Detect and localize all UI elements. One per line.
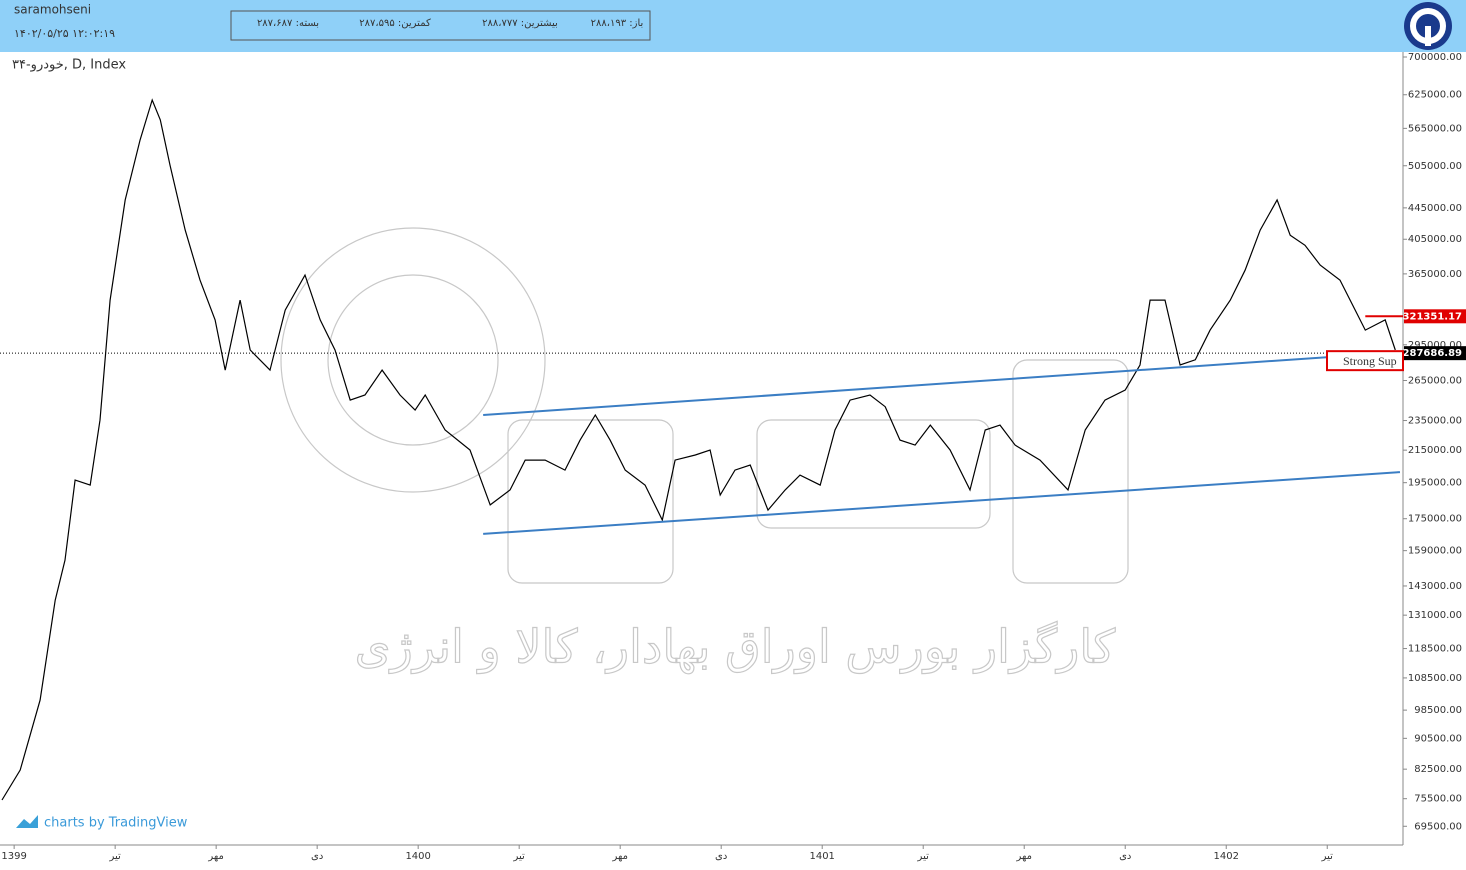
trend-line (483, 351, 1401, 417)
y-tick-label: 700000.00 (1408, 52, 1462, 63)
x-tick-label: 1402 (1214, 851, 1239, 862)
datetime: ۱۴۰۲/۰۵/۲۵ ۱۲:۰۲:۱۹ (14, 27, 115, 40)
y-tick-label: 82500.00 (1414, 764, 1462, 775)
x-tick-label: 1400 (405, 851, 430, 862)
y-tick-label: 265000.00 (1408, 376, 1462, 387)
y-tick-label: 405000.00 (1408, 234, 1462, 245)
quote-high: بیشترین: ۲۸۸،۷۷۷ (482, 18, 558, 29)
quote-box (230, 10, 651, 41)
y-tick-label: 131000.00 (1408, 610, 1462, 621)
x-tick-label: تیر (108, 851, 121, 862)
x-tick-label: 1399 (1, 851, 26, 862)
y-tick-label: 215000.00 (1408, 445, 1462, 456)
x-tick-label: تیر (513, 851, 526, 862)
quote-close: بسته: ۲۸۷،۶۸۷ (257, 18, 319, 29)
tv-credit: charts by TradingView (16, 815, 188, 831)
watermark-logo (280, 227, 1129, 584)
y-tick-label: 445000.00 (1408, 203, 1462, 214)
price-tag (1404, 346, 1466, 361)
y-tick-label: 295000.00 (1408, 340, 1462, 351)
x-tick-label: تیر (917, 851, 930, 862)
logo (1404, 2, 1452, 50)
y-tick-label: 118500.00 (1408, 644, 1462, 655)
x-tick-label: مهر (207, 851, 223, 862)
y-tick-label: 143000.00 (1408, 581, 1462, 592)
y-tick-label: 365000.00 (1408, 269, 1462, 280)
price-tag-label: 287686.89 (1403, 348, 1463, 359)
header-bar (0, 0, 1466, 52)
y-tick-label: 235000.00 (1408, 416, 1462, 427)
y-tick-label: 90500.00 (1414, 733, 1462, 744)
quote-open: باز: ۲۸۸،۱۹۳ (591, 18, 644, 29)
y-tick-label: 505000.00 (1408, 161, 1462, 172)
price-tag-label: 321351.17 (1403, 311, 1463, 322)
y-tick-label: 565000.00 (1408, 123, 1462, 134)
y-tick-label: 195000.00 (1408, 478, 1462, 489)
quote-low: کمترین: ۲۸۷،۵۹۵ (359, 18, 431, 29)
x-tick-label: دی (715, 851, 727, 862)
price-tag (1404, 309, 1466, 324)
x-tick-label: مهر (611, 851, 627, 862)
user-name: saramohseni (14, 3, 91, 17)
x-tick-label: مهر (1015, 851, 1031, 862)
x-tick-label: دی (311, 851, 323, 862)
chart-title: خودرو-۳۴, D, Index (12, 58, 126, 73)
credit: charts by TradingView (44, 816, 188, 831)
y-tick-label: 98500.00 (1414, 705, 1462, 716)
y-tick-label: 69500.00 (1414, 821, 1462, 832)
x-tick-label: تیر (1321, 851, 1334, 862)
trend-line (483, 471, 1401, 535)
y-tick-label: 625000.00 (1408, 90, 1462, 101)
price-line (1, 98, 1396, 801)
annotation-box (1326, 350, 1404, 372)
annotation: Strong Sup (1343, 354, 1397, 368)
y-tick-label: 75500.00 (1414, 794, 1462, 805)
y-tick-label: 175000.00 (1408, 514, 1462, 525)
watermark: کارگزار بورس اوراق بهادار، کالا و انرژی (355, 620, 1116, 675)
y-tick-label: 108500.00 (1408, 673, 1462, 684)
x-tick-label: 1401 (809, 851, 834, 862)
y-tick-label: 159000.00 (1408, 546, 1462, 557)
x-tick-label: دی (1119, 851, 1131, 862)
